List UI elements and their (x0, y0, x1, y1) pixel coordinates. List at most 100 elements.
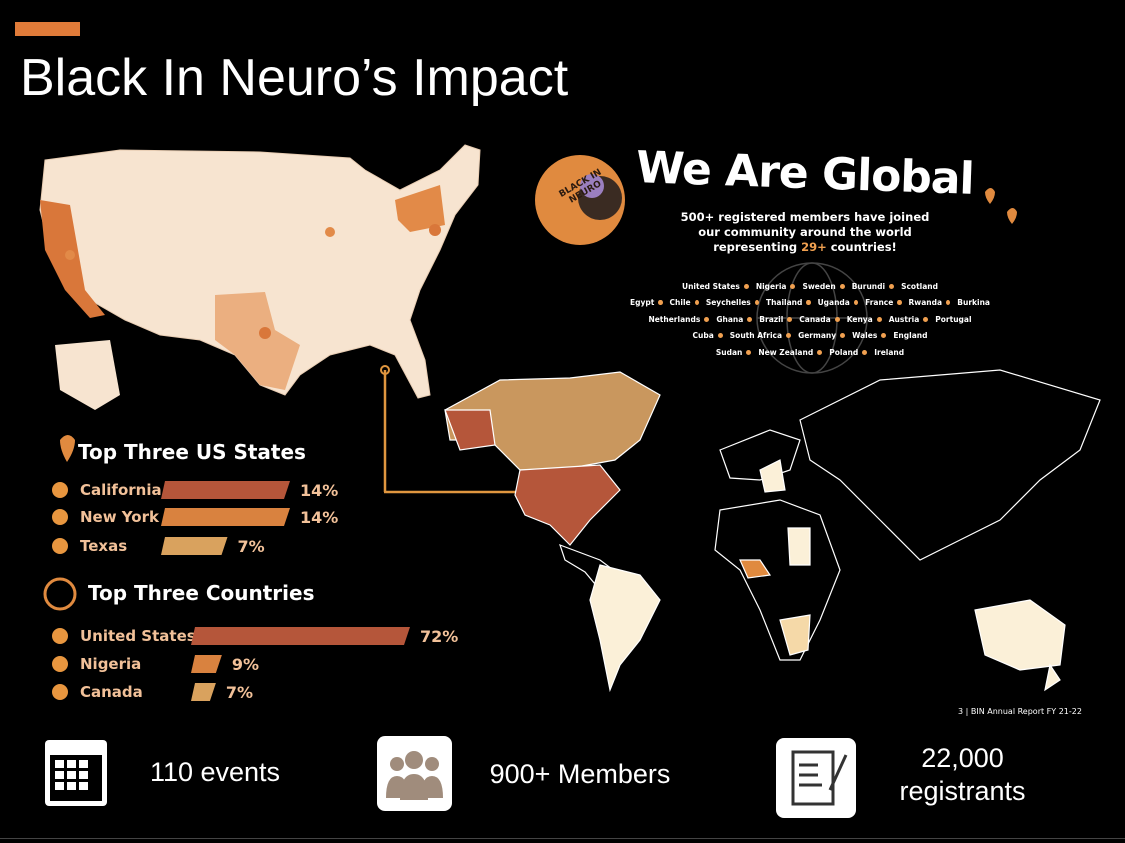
registration-icon (776, 738, 856, 818)
stat-registrants: 22,000 registrants (899, 743, 1026, 806)
bullet (787, 316, 793, 322)
country: Chile (669, 298, 691, 308)
calendar-icon (45, 740, 107, 806)
globe-icon (43, 577, 77, 611)
bullet (754, 300, 759, 306)
country: Cuba (692, 331, 714, 341)
bullet (834, 316, 840, 322)
country: Egypt (630, 298, 655, 308)
bullet (743, 283, 749, 289)
bullet (840, 333, 846, 339)
value-label: 14% (300, 508, 338, 527)
bar-label: Canada (80, 683, 143, 701)
bullet (694, 300, 699, 306)
bar (191, 655, 222, 673)
description-text: 500+ registered members have joined our … (680, 210, 930, 254)
bullet (946, 300, 951, 306)
stat-members: 900+ Members (489, 759, 671, 789)
bullet (52, 482, 68, 498)
bar (161, 481, 290, 499)
bullet (786, 333, 792, 339)
bullet (52, 509, 68, 525)
country: Austria (888, 314, 920, 324)
bullet (862, 349, 868, 355)
divider (0, 838, 1125, 839)
bar-label: California (80, 481, 162, 499)
world-map (444, 369, 1101, 693)
country-row: Netherlands Ghana Brazil Canada Kenya Austria… (630, 311, 990, 328)
members-icon (377, 736, 452, 811)
bullet (658, 300, 663, 306)
country-row: United States Nigeria Sweden Burundi Scotlan… (630, 278, 990, 295)
us-map (39, 144, 481, 410)
country: Sudan (715, 347, 743, 357)
country-row: Sudan New Zealand Poland Ireland (630, 344, 990, 361)
value-label: 7% (226, 683, 253, 702)
bar (191, 627, 410, 645)
country-row: Egypt Chile Seychelles Thailand Uganda France… (630, 295, 990, 312)
country: South Africa (729, 331, 783, 341)
country: Ghana (716, 314, 744, 324)
bullet (889, 283, 895, 289)
country: Seychelles (705, 298, 751, 308)
bar (161, 508, 290, 526)
country: Scotland (901, 281, 938, 291)
country: New Zealand (758, 347, 814, 357)
country: Canada (799, 314, 831, 324)
bullet (52, 684, 68, 700)
value-label: 9% (232, 655, 259, 674)
bullet (817, 349, 823, 355)
bar-label: Texas (80, 537, 127, 555)
bullet (876, 316, 882, 322)
country-list: United States Nigeria Sweden Burundi Scotlan… (630, 278, 990, 361)
country: Nigeria (755, 281, 787, 291)
country: Poland (829, 347, 859, 357)
bullet (853, 300, 859, 306)
bullet (746, 349, 752, 355)
value-label: 14% (300, 481, 338, 500)
bar (191, 683, 216, 701)
country: England (893, 331, 928, 341)
value-label: 7% (238, 537, 265, 556)
bullet (747, 316, 753, 322)
bullet (790, 283, 796, 289)
country: Thailand (765, 298, 803, 308)
country: Kenya (846, 314, 873, 324)
country: Ireland (874, 347, 905, 357)
bullet (923, 316, 929, 322)
country: Germany (798, 331, 837, 341)
connector-end (380, 365, 390, 375)
country: Wales (852, 331, 878, 341)
pin-icon (60, 435, 75, 462)
slide-title: Black In Neuro’s Impact (20, 49, 569, 107)
section-title: Top Three US States (78, 440, 306, 464)
section-title: Top Three Countries (88, 581, 315, 605)
bar (161, 537, 228, 555)
country: United States (681, 281, 740, 291)
footnote: 3 | BIN Annual Report FY 21-22 (958, 707, 1082, 716)
bullet (839, 283, 845, 289)
country-row: Cuba South Africa Germany Wales England (630, 328, 990, 345)
bullet (52, 538, 68, 554)
bullet (881, 333, 887, 339)
country: France (865, 298, 894, 308)
bullet (704, 316, 710, 322)
country: Burkina (957, 298, 990, 308)
stat-events: 110 events (149, 757, 281, 787)
country: Sweden (802, 281, 836, 291)
bullet (806, 300, 811, 306)
bar-label: New York (80, 508, 160, 526)
logo (535, 155, 625, 245)
pin-icons (985, 188, 1017, 224)
country: Rwanda (908, 298, 943, 308)
bullet (52, 628, 68, 644)
title-accent (15, 22, 80, 36)
bar-label: United States (80, 627, 196, 645)
bullet (717, 333, 723, 339)
bullet (52, 656, 68, 672)
country: Uganda (817, 298, 850, 308)
country: Netherlands (648, 314, 701, 324)
bullet (897, 300, 902, 306)
description-text: countries! (826, 240, 897, 254)
country: Burundi (851, 281, 886, 291)
